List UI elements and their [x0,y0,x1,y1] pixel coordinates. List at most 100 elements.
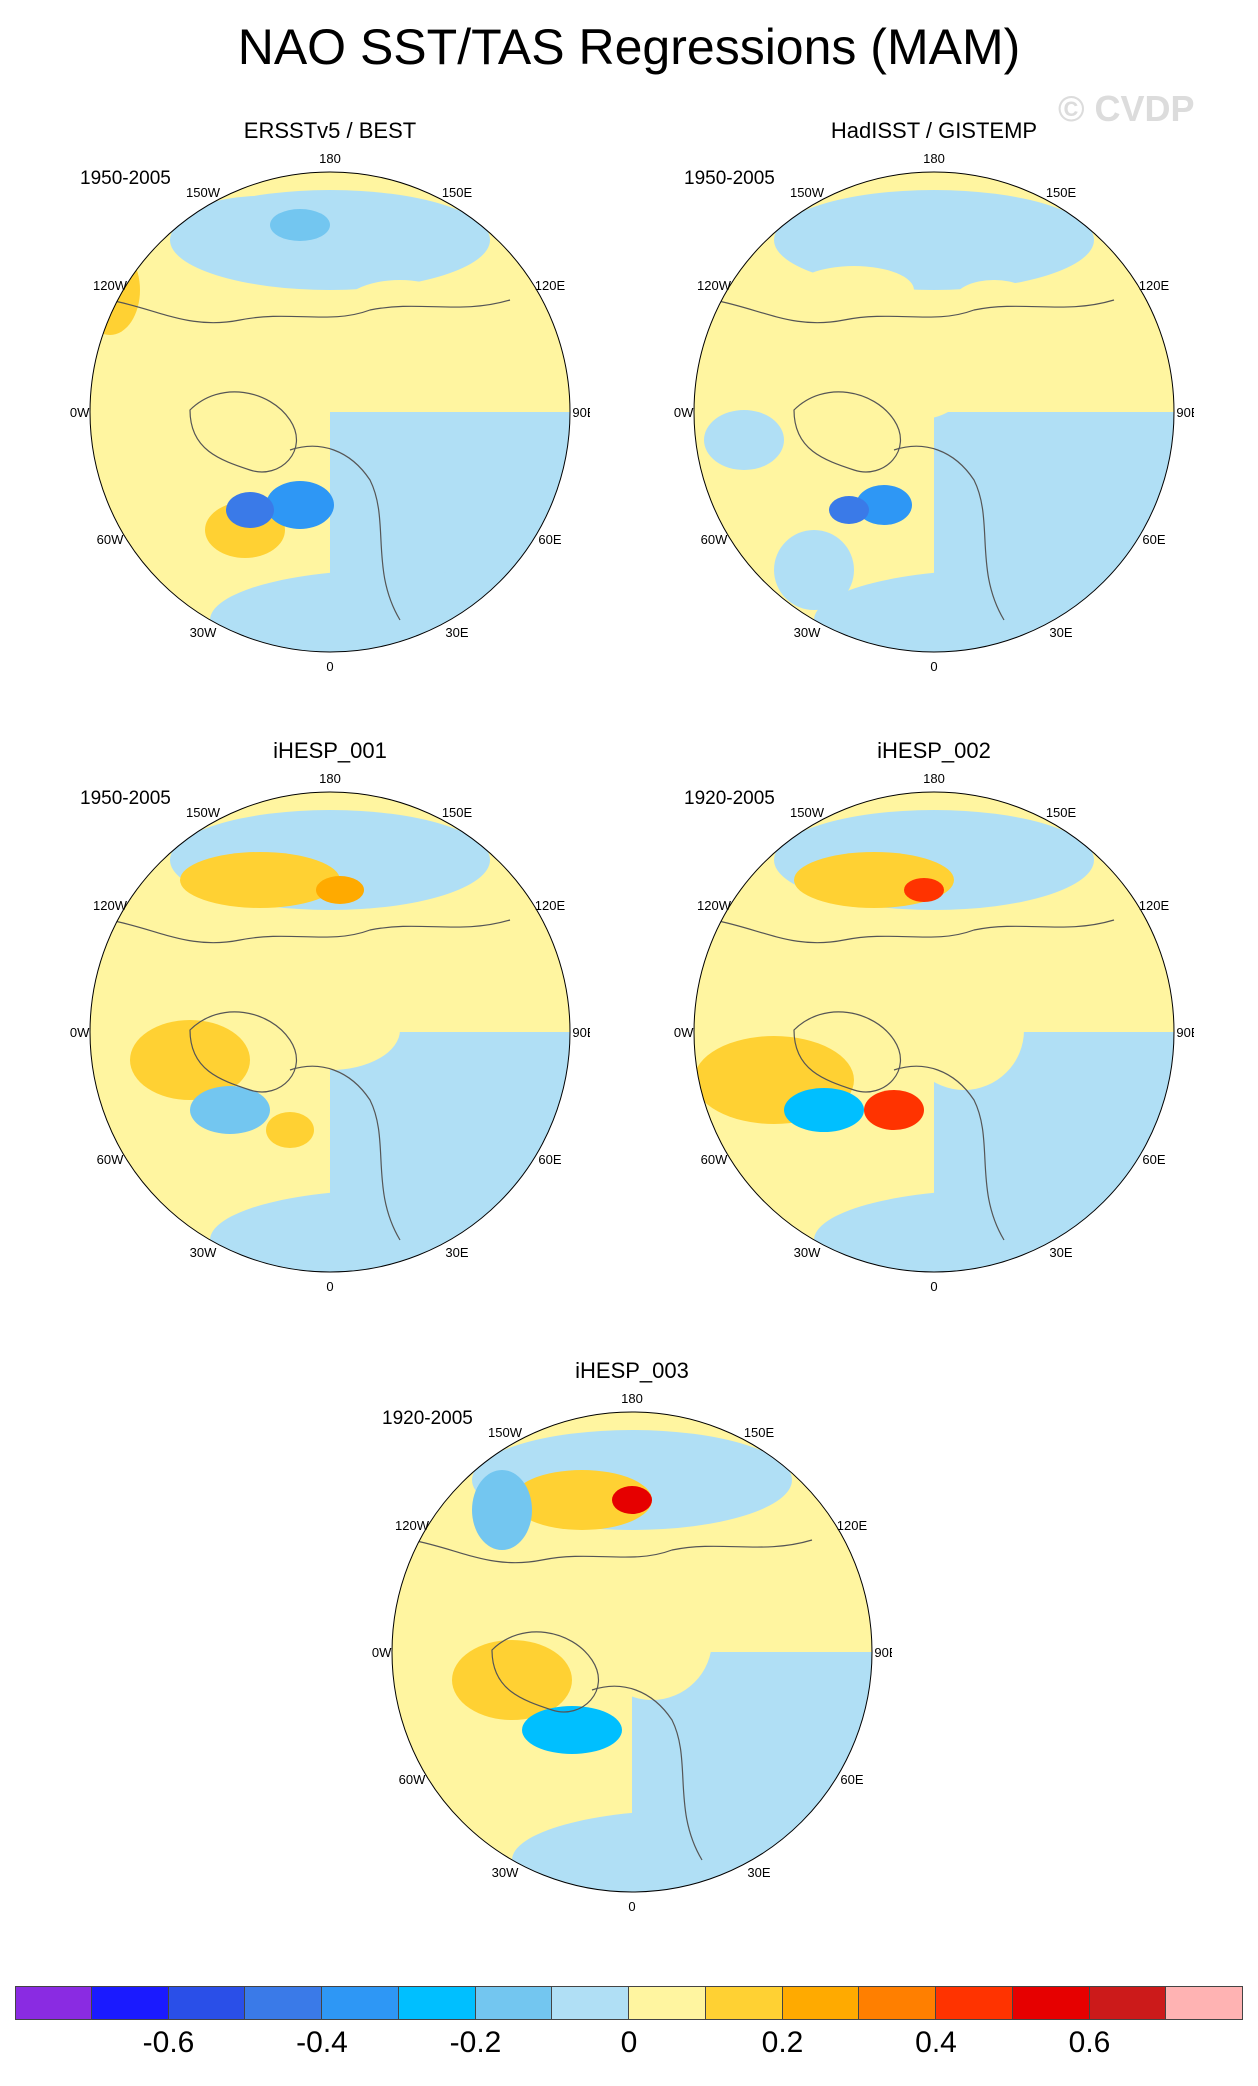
colorbar-label: 0.4 [915,2026,957,2059]
colorbar-box [475,1986,553,2020]
map-border [693,171,1175,653]
coastline [793,1011,901,1093]
anomaly-patch [904,878,944,902]
coastline [491,1631,599,1713]
anomaly-patch [226,492,274,528]
longitude-label: 120W [697,278,732,293]
anomaly-patch [512,1470,652,1530]
anomaly-patch [784,1088,864,1132]
anomaly-patch [864,360,964,420]
longitude-label: 0 [628,1899,635,1914]
figure-title: NAO SST/TAS Regressions (MAM) [237,19,1021,75]
map-field [694,792,1174,1272]
map-panel-4: iHESP_002 1920-2005 180 150E 120E 90E 60E 30E… [674,738,1194,1298]
anomaly-patch [856,485,912,525]
longitude-label: 90E [1176,405,1194,420]
longitude-label: 60E [1142,1152,1165,1167]
longitude-label: 120W [93,898,128,913]
coastline [713,299,1115,324]
panel-period: 1950-2005 [80,168,171,189]
longitude-label: 120W [697,898,732,913]
panel-period: 1950-2005 [80,788,171,809]
panel-period: 1950-2005 [684,168,775,189]
anomaly-patch [270,209,330,241]
longitude-label: 60W [97,1152,124,1167]
map-field [694,172,1174,652]
anomaly-patch [592,1580,712,1700]
longitude-label: 150E [1046,805,1077,820]
anomaly-patch [452,1640,572,1720]
anomaly-patch [522,1706,622,1754]
anomaly-patch [829,496,869,524]
longitude-label: 60W [399,1772,426,1787]
colorbar-label: -0.2 [449,2026,502,2059]
longitude-label: 90W [674,405,694,420]
longitude-label: 0 [930,1279,937,1294]
longitude-label: 90E [572,405,590,420]
polar-map: 180 150E 120E 90E 60E 30E 0 30W 60W 90W 120W 150W [70,771,590,1294]
colorbar-label: 0 [620,2026,638,2059]
longitude-label: 180 [923,771,945,786]
polar-map: 180 150E 120E 90E 60E 30E 0 30W 60W 90W 120W 150W [372,1391,892,1914]
anomaly-patch [180,852,340,908]
anomaly-patch [954,280,1034,320]
coastline [289,1065,401,1241]
longitude-label: 180 [923,151,945,166]
colorbar-box [322,1986,399,2020]
polar-map: 180 150E 120E 90E 60E 30E 0 30W 60W 90W 120W 150W [674,151,1194,674]
map-panel-1: ERSSTv5 / BEST 1950-2005 180 150E 120E 90E 6… [70,118,590,678]
coastline [189,1011,297,1093]
colorbar-box [705,1986,783,2020]
longitude-label: 0 [326,659,333,674]
map-field [90,792,570,1272]
map-border [89,171,571,653]
longitude-label: 60E [1142,532,1165,547]
panel-period: 1920-2005 [684,788,775,809]
anomaly-patch [794,266,914,314]
atlantic-shading [512,1810,872,1892]
anomaly-patch [110,370,230,450]
longitude-label: 30E [445,1245,468,1260]
coastline [793,391,901,473]
colorbar-label: 0.6 [1068,2026,1111,2059]
longitude-label: 150W [790,805,825,820]
anomaly-patch [774,530,854,610]
panel-title: ERSSTv5 / BEST [243,118,417,143]
colorbar-label: -0.6 [142,2026,195,2059]
colorbar-box [245,1986,322,2020]
atlantic-shading [814,570,1174,652]
longitude-label: 180 [319,151,341,166]
map-panel-3: iHESP_001 1950-2005 180 150E 120E 90E 60E 30E… [70,738,590,1298]
anomaly-patch [130,1020,250,1100]
coastline [411,1539,813,1564]
longitude-label: 90W [70,1025,90,1040]
longitude-label: 150W [186,185,221,200]
anomaly-patch [904,970,1024,1090]
colorbar-box [552,1986,629,2020]
longitude-label: 60W [701,1152,728,1167]
longitude-label: 90W [70,405,90,420]
longitude-label: 120E [1139,898,1170,913]
anomaly-patch [704,410,784,470]
longitude-label: 30W [794,1245,821,1260]
longitude-label: 150E [744,1425,775,1440]
coastline [109,919,511,944]
longitude-label: 150E [442,185,473,200]
map-panel-5: iHESP_003 1920-2005 180 150E 120E 90E 60E 30E… [372,1358,892,1918]
longitude-label: 150W [790,185,825,200]
longitude-label: 120E [837,1518,868,1533]
north-pacific-shading [774,190,1094,290]
colorbar-box [782,1986,860,2020]
cvdp-watermark: © CVDP [1058,88,1195,129]
anomaly-patch [864,1090,924,1130]
anomaly-patch [472,1470,532,1550]
atlantic-shading [210,570,570,652]
coastline [189,391,297,473]
panel-title: iHESP_003 [575,1358,689,1383]
colorbar-label: -0.4 [296,2026,348,2059]
colorbar-box [1012,1986,1090,2020]
coastline [591,1685,703,1861]
anomaly-patch [612,1486,652,1514]
longitude-label: 60W [97,532,124,547]
longitude-label: 180 [621,1391,643,1406]
